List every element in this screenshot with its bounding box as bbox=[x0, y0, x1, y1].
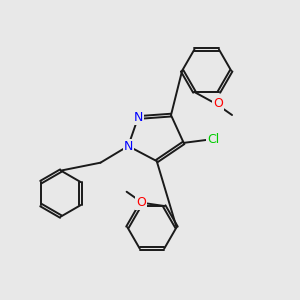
Text: O: O bbox=[213, 98, 223, 110]
Text: N: N bbox=[134, 111, 143, 124]
Text: N: N bbox=[124, 140, 133, 152]
Text: Cl: Cl bbox=[207, 133, 220, 146]
Text: O: O bbox=[136, 196, 146, 209]
